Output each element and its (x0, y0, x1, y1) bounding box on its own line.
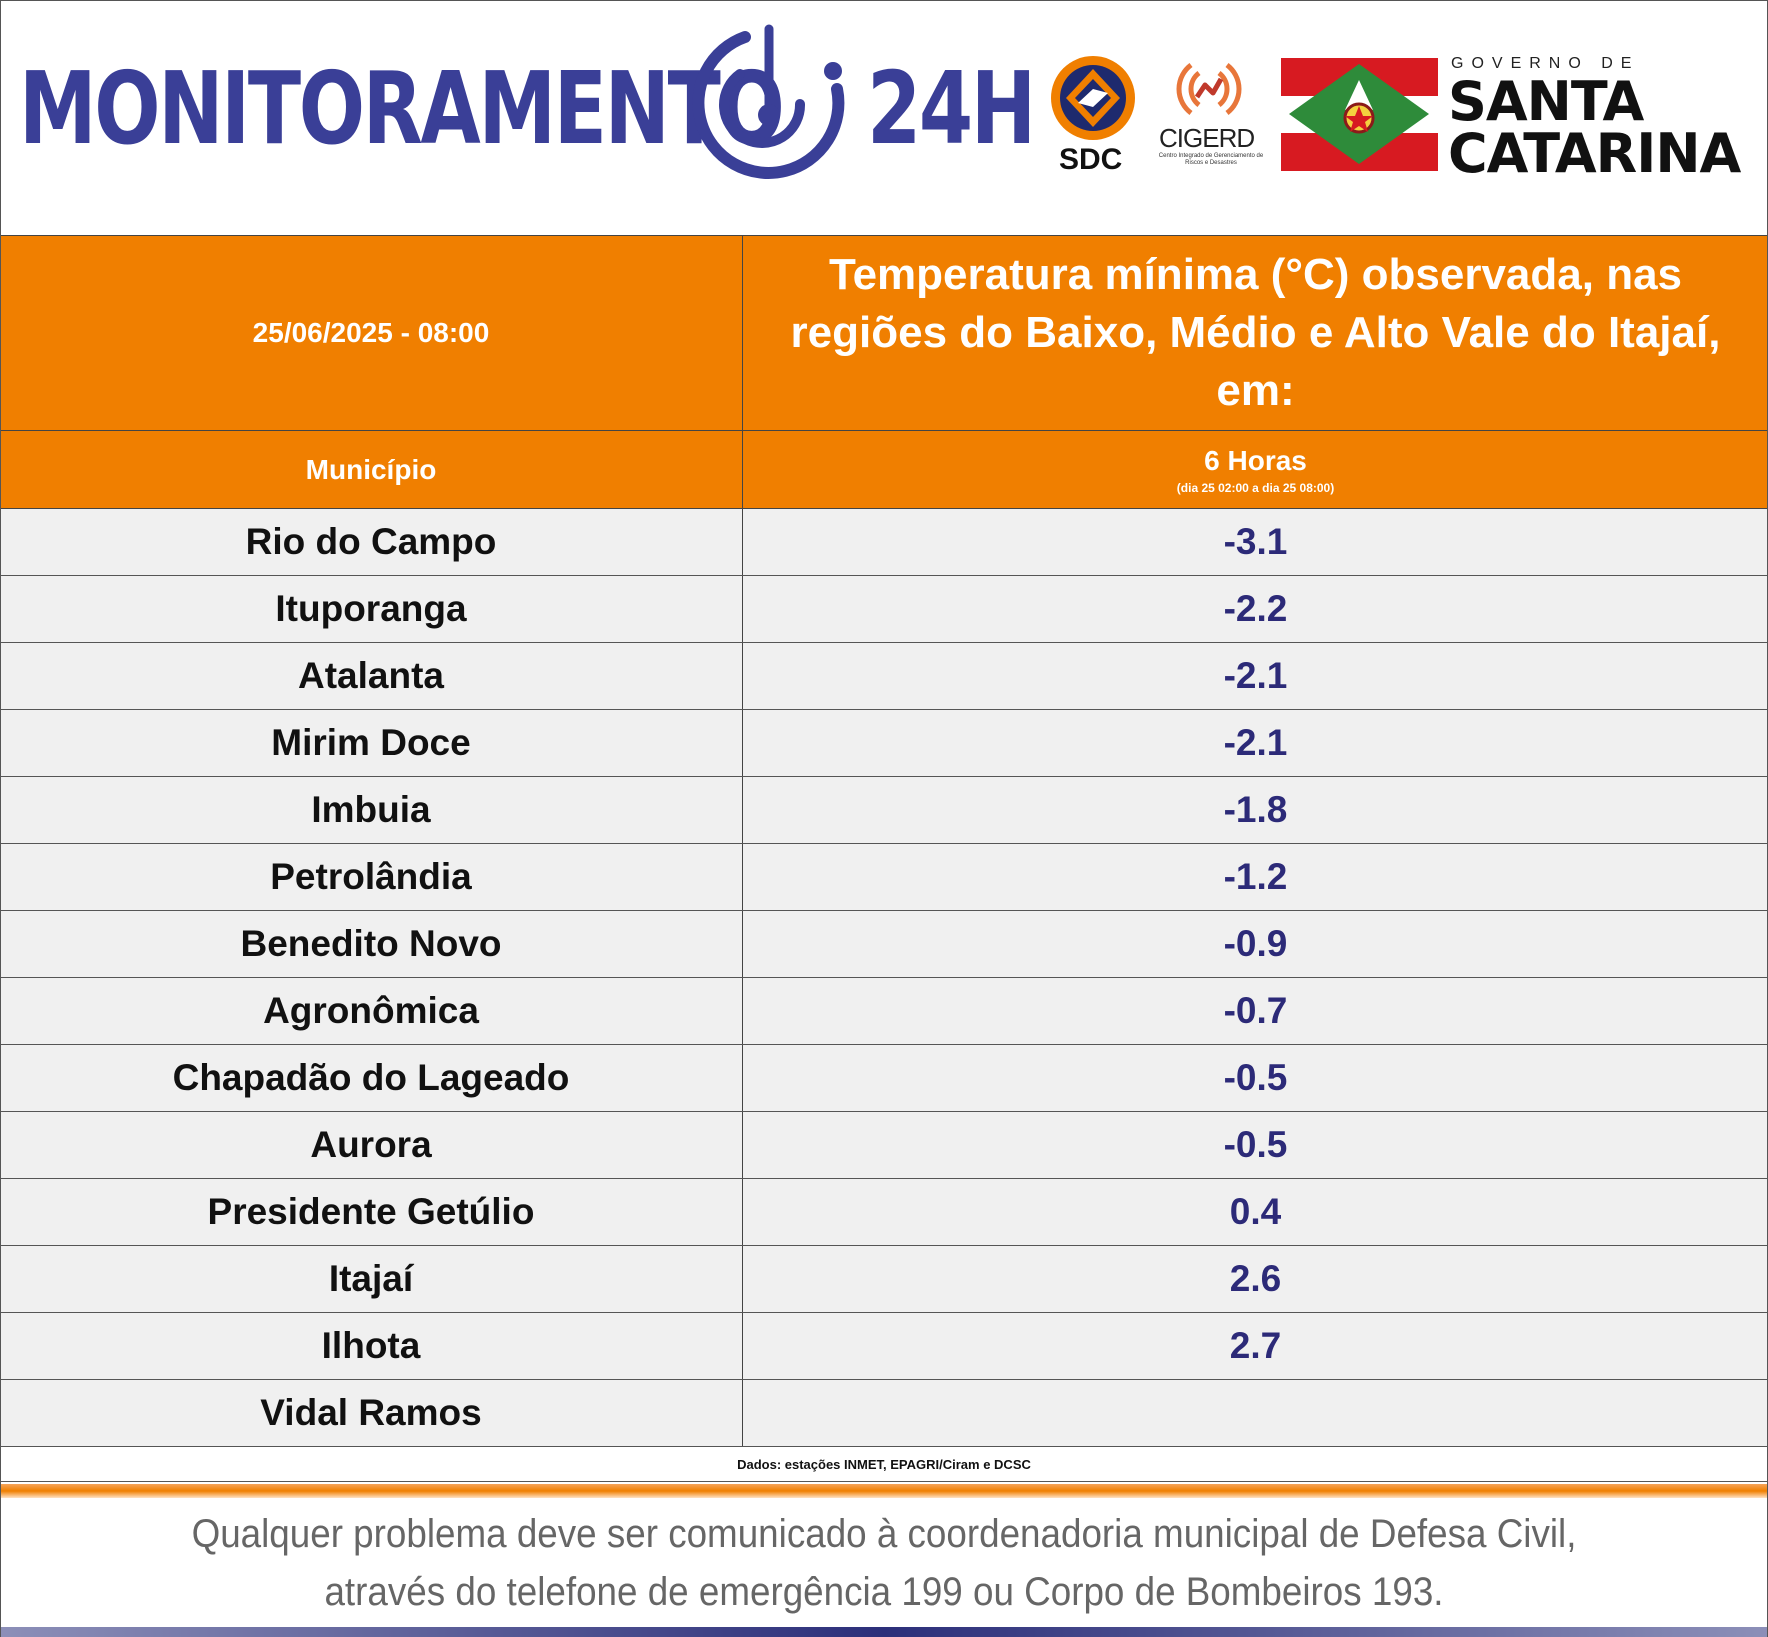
municipio-cell: Chapadão do Lageado (0, 1045, 743, 1111)
municipio-cell: Ilhota (0, 1313, 743, 1379)
cigerd-signal-icon (1176, 63, 1242, 115)
municipio-cell: Vidal Ramos (0, 1380, 743, 1446)
temperature-cell: 2.7 (1229, 1325, 1282, 1366)
table-title-row: 25/06/2025 - 08:00 Temperatura mínima (°… (0, 235, 1768, 431)
temperature-cell: -0.9 (1223, 923, 1288, 964)
table-row: Itajaí 2.6 (0, 1246, 1768, 1313)
table-row: Agronômica -0.7 (0, 978, 1768, 1045)
footer-divider (0, 1484, 1768, 1498)
table-row: Chapadão do Lageado -0.5 (0, 1045, 1768, 1112)
temperature-cell: -0.5 (1223, 1124, 1288, 1165)
municipio-cell: Petrolândia (0, 844, 743, 910)
column-horas: 6 Horas (dia 25 02:00 a dia 25 08:00) (743, 431, 1768, 508)
table-row: Atalanta -2.1 (0, 643, 1768, 710)
table-row: Vidal Ramos (0, 1380, 1768, 1447)
column-horas-label: 6 Horas (1204, 444, 1307, 476)
municipio-cell: Mirim Doce (0, 710, 743, 776)
table-row: Ilhota 2.7 (0, 1313, 1768, 1380)
municipio-cell: Aurora (0, 1112, 743, 1178)
temperature-cell: -1.8 (1223, 789, 1288, 830)
report-datetime: 25/06/2025 - 08:00 (0, 236, 743, 430)
temperature-cell: -0.7 (1223, 990, 1288, 1031)
temperature-cell: -2.2 (1223, 588, 1288, 629)
table-row: Mirim Doce -2.1 (0, 710, 1768, 777)
table-row: Rio do Campo -3.1 (0, 509, 1768, 576)
temperature-table: 25/06/2025 - 08:00 Temperatura mínima (°… (0, 235, 1768, 1482)
column-municipio: Município (0, 431, 743, 508)
temperature-cell: -0.5 (1223, 1057, 1288, 1098)
footer-message: Qualquer problema deve ser comunicado à … (71, 1505, 1698, 1621)
table-row: Imbuia -1.8 (0, 777, 1768, 844)
municipio-cell: Agronômica (0, 978, 743, 1044)
temperature-cell: -2.1 (1223, 722, 1288, 763)
municipio-cell: Ituporanga (0, 576, 743, 642)
sdc-logo-icon (1051, 56, 1135, 140)
radar-icon (692, 24, 845, 179)
municipio-cell: Atalanta (0, 643, 743, 709)
column-horas-range: (dia 25 02:00 a dia 25 08:00) (1176, 480, 1335, 495)
table-row: Petrolândia -1.2 (0, 844, 1768, 911)
table-row: Benedito Novo -0.9 (0, 911, 1768, 978)
sdc-label: SDC (1059, 143, 1123, 176)
cigerd-label: CIGERD (1159, 123, 1255, 153)
monitoramento-24h: 24H (867, 50, 1036, 167)
temperature-cell: -1.2 (1223, 856, 1288, 897)
catarina-label: CATARINA (1448, 122, 1741, 185)
table-title: Temperatura mínima (°C) observada, nas r… (790, 250, 1721, 415)
temperature-cell: -3.1 (1223, 521, 1288, 562)
governo-de-label: GOVERNO DE (1451, 55, 1640, 72)
footer-line-2: através do telefone de emergência 199 ou… (324, 1570, 1444, 1614)
monitoramento-wordmark: MONITORAMENTO (19, 50, 785, 167)
cigerd-subtitle: Centro Integrado de Gerenciamento de Ris… (1158, 153, 1264, 166)
bottom-band (0, 1627, 1768, 1637)
municipio-cell: Rio do Campo (0, 509, 743, 575)
table-row: Aurora -0.5 (0, 1112, 1768, 1179)
column-header-row: Município 6 Horas (dia 25 02:00 a dia 25… (0, 431, 1768, 509)
temperature-cell: -2.1 (1223, 655, 1288, 696)
temperature-cell: 0.4 (1229, 1191, 1282, 1232)
municipio-cell: Itajaí (0, 1246, 743, 1312)
municipio-cell: Benedito Novo (0, 911, 743, 977)
header-logos: MONITORAMENTO 24H SDC CIGERD Centro Inte… (0, 0, 1768, 235)
santa-catarina-flag-icon (1281, 58, 1438, 171)
footer-line-1: Qualquer problema deve ser comunicado à … (191, 1512, 1577, 1556)
municipio-cell: Presidente Getúlio (0, 1179, 743, 1245)
municipio-cell: Imbuia (0, 777, 743, 843)
table-row: Ituporanga -2.2 (0, 576, 1768, 643)
data-source-note: Dados: estações INMET, EPAGRI/Ciram e DC… (0, 1447, 1768, 1482)
temperature-cell: 2.6 (1229, 1258, 1282, 1299)
santa-label: SANTA (1448, 70, 1644, 133)
table-row: Presidente Getúlio 0.4 (0, 1179, 1768, 1246)
temperature-cell (743, 1380, 1768, 1446)
